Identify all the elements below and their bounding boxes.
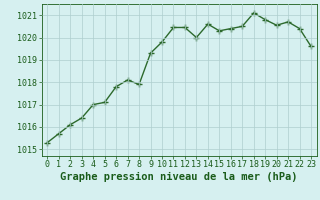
X-axis label: Graphe pression niveau de la mer (hPa): Graphe pression niveau de la mer (hPa) — [60, 172, 298, 182]
